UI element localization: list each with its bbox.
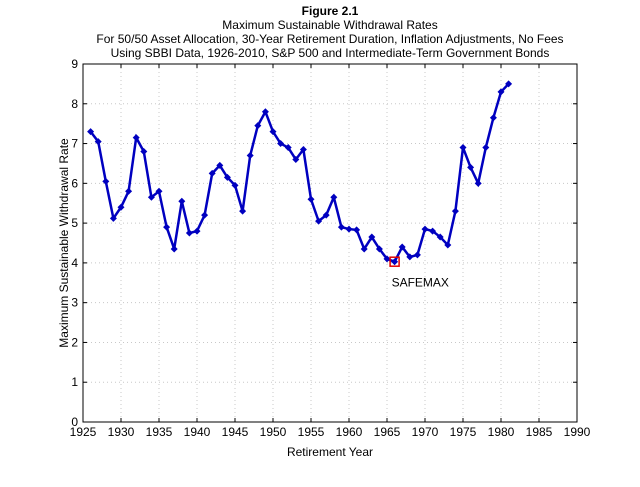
data-point xyxy=(155,187,163,195)
data-point xyxy=(451,207,459,215)
data-point xyxy=(170,245,178,253)
data-point xyxy=(368,233,376,241)
x-tick-label: 1950 xyxy=(260,425,287,439)
data-point xyxy=(277,140,285,148)
data-point xyxy=(391,258,399,266)
data-point xyxy=(375,245,383,253)
ticks: 1925 1930 1935 1940 1945 1950 1955 1960 1965 1970… xyxy=(70,57,591,439)
data-point xyxy=(94,138,102,146)
y-tick-label: 0 xyxy=(71,415,78,429)
chart-subtitle-1: Maximum Sustainable Withdrawal Rates xyxy=(222,18,437,32)
y-tick-label: 6 xyxy=(71,176,78,190)
safemax-annotation: SAFEMAX xyxy=(392,276,449,290)
data-point xyxy=(208,169,216,177)
data-point xyxy=(421,225,429,233)
data-point xyxy=(429,227,437,235)
data-point xyxy=(216,161,224,169)
data-point xyxy=(383,255,391,263)
x-axis-label: Retirement Year xyxy=(287,445,373,459)
x-tick-label: 1975 xyxy=(450,425,477,439)
chart-title: Figure 2.1 xyxy=(302,4,359,18)
series-line xyxy=(89,83,510,264)
data-point xyxy=(223,173,231,181)
x-tick-label: 1990 xyxy=(564,425,591,439)
y-tick-label: 7 xyxy=(71,137,78,151)
x-tick-label: 1955 xyxy=(298,425,325,439)
y-tick-label: 8 xyxy=(71,97,78,111)
data-point xyxy=(147,193,155,201)
y-tick-label: 2 xyxy=(71,335,78,349)
data-point xyxy=(125,187,133,195)
data-point xyxy=(413,251,421,259)
data-point xyxy=(117,203,125,211)
data-point xyxy=(337,223,345,231)
data-point xyxy=(284,144,292,152)
y-tick-label: 4 xyxy=(71,256,78,270)
x-tick-label: 1970 xyxy=(412,425,439,439)
data-point xyxy=(489,114,497,122)
x-tick-label: 1930 xyxy=(108,425,135,439)
data-point xyxy=(353,226,361,234)
data-point xyxy=(185,229,193,237)
data-point xyxy=(140,148,148,156)
data-point xyxy=(398,243,406,251)
chart-subtitle-3: Using SBBI Data, 1926-2010, S&P 500 and … xyxy=(111,46,550,60)
data-point xyxy=(132,134,140,142)
data-point xyxy=(444,241,452,249)
data-point xyxy=(292,155,300,163)
data-point xyxy=(505,80,513,88)
data-point xyxy=(406,253,414,261)
x-tick-label: 1935 xyxy=(146,425,173,439)
data-point xyxy=(269,128,277,136)
data-point xyxy=(193,227,201,235)
data-point xyxy=(497,88,505,96)
x-tick-label: 1925 xyxy=(70,425,97,439)
x-tick-label: 1985 xyxy=(526,425,553,439)
data-point xyxy=(254,122,262,130)
data-point xyxy=(201,211,209,219)
data-point xyxy=(299,146,307,154)
data-point xyxy=(474,179,482,187)
data-point xyxy=(322,211,330,219)
data-point xyxy=(261,108,269,116)
y-tick-label: 9 xyxy=(71,57,78,71)
data-point xyxy=(231,181,239,189)
data-point xyxy=(239,207,247,215)
data-point xyxy=(178,197,186,205)
axes-box xyxy=(82,63,578,423)
data-point xyxy=(163,223,171,231)
series xyxy=(87,80,513,267)
y-tick-label: 3 xyxy=(71,296,78,310)
safemax-marker xyxy=(389,256,400,267)
x-tick-label: 1945 xyxy=(222,425,249,439)
data-point xyxy=(436,233,444,241)
x-tick-label: 1940 xyxy=(184,425,211,439)
x-tick-label: 1960 xyxy=(336,425,363,439)
chart-subtitle-2: For 50/50 Asset Allocation, 30-Year Reti… xyxy=(96,32,563,46)
data-point xyxy=(345,225,353,233)
data-point xyxy=(467,163,475,171)
data-point xyxy=(482,144,490,152)
y-tick-label: 5 xyxy=(71,216,78,230)
y-axis-label: Maximum Sustainable Withdrawal Rate xyxy=(57,138,71,348)
data-point xyxy=(307,195,315,203)
data-point xyxy=(87,128,95,136)
data-point xyxy=(102,177,110,185)
data-point xyxy=(109,214,117,222)
data-point xyxy=(360,245,368,253)
data-point xyxy=(246,151,254,159)
x-tick-label: 1965 xyxy=(374,425,401,439)
x-tick-label: 1980 xyxy=(488,425,515,439)
data-point xyxy=(330,193,338,201)
data-point xyxy=(315,217,323,225)
y-tick-label: 1 xyxy=(71,375,78,389)
grid xyxy=(83,64,577,422)
data-point xyxy=(459,144,467,152)
